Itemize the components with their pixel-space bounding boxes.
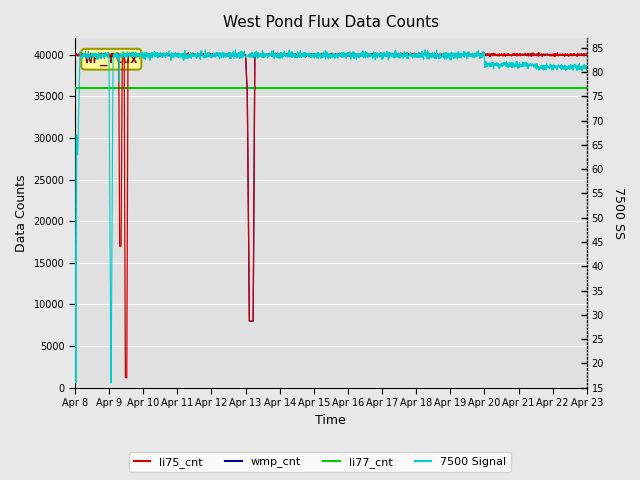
Text: WP_flux: WP_flux — [85, 53, 138, 66]
Y-axis label: 7500 SS: 7500 SS — [612, 187, 625, 239]
Legend: li75_cnt, wmp_cnt, li77_cnt, 7500 Signal: li75_cnt, wmp_cnt, li77_cnt, 7500 Signal — [129, 452, 511, 472]
Y-axis label: Data Counts: Data Counts — [15, 174, 28, 252]
X-axis label: Time: Time — [316, 414, 346, 427]
Title: West Pond Flux Data Counts: West Pond Flux Data Counts — [223, 15, 439, 30]
